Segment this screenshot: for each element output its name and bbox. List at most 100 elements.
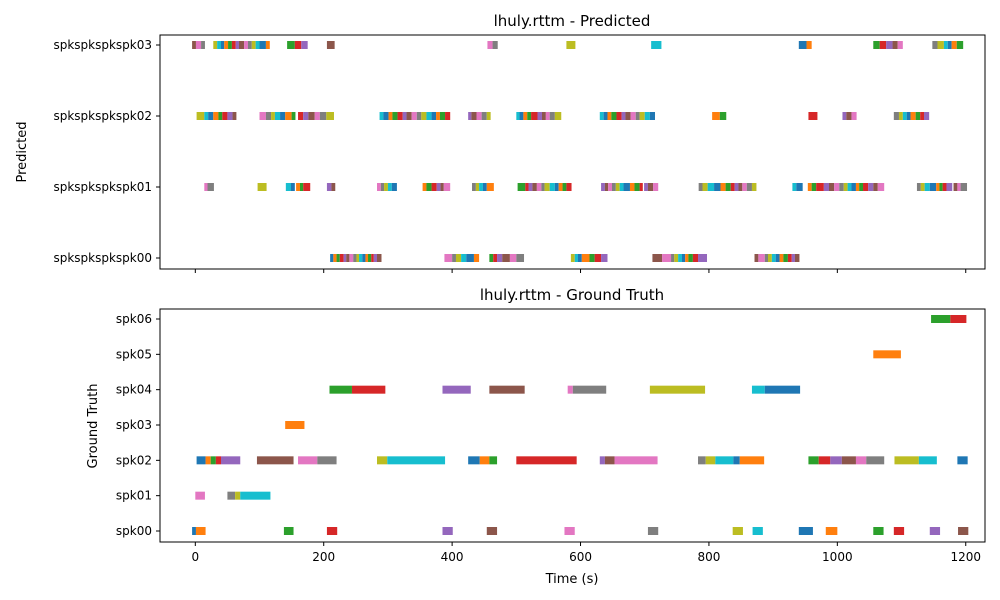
predicted-title: lhuly.rttm - Predicted	[494, 12, 651, 30]
pred-segment-spkspkspkspk01-34	[554, 183, 559, 191]
pred-segment-spkspkspkspk01-88	[946, 183, 953, 191]
pred-segment-spkspkspkspk02-2	[208, 112, 214, 120]
pred-segment-spkspkspkspk00-51	[779, 254, 784, 262]
gt-segment-spk02-11	[479, 456, 490, 465]
pred-segment-spkspkspkspk01-0	[204, 183, 208, 191]
pred-segment-spkspkspkspk02-59	[635, 112, 640, 120]
pred-segment-spkspkspkspk01-44	[623, 183, 630, 191]
pred-segment-spkspkspkspk02-76	[924, 112, 930, 120]
pred-segment-spkspkspkspk02-52	[603, 112, 608, 120]
gt-xtick-label-200: 200	[312, 550, 335, 564]
pred-segment-spkspkspkspk00-16	[444, 254, 453, 262]
pred-segment-spkspkspkspk00-6	[349, 254, 354, 262]
gt-segment-spk04-2	[442, 385, 471, 394]
gt-segment-spk02-21	[739, 456, 765, 465]
pred-segment-spkspkspkspk02-70	[898, 112, 903, 120]
pred-segment-spkspkspkspk03-34	[943, 41, 948, 49]
gt-segment-spk00-7	[647, 527, 659, 535]
gt-segment-spk02-6	[298, 456, 318, 465]
pred-segment-spkspkspkspk00-54	[791, 254, 795, 262]
pred-segment-spkspkspkspk00-40	[681, 254, 686, 262]
pred-segment-spkspkspkspk03-33	[937, 41, 944, 49]
pred-segment-spkspkspkspk01-66	[811, 183, 817, 191]
pred-segment-spkspkspkspk01-61	[746, 183, 752, 191]
pred-segment-spkspkspkspk00-26	[509, 254, 517, 262]
pred-segment-spkspkspkspk03-16	[265, 41, 270, 49]
pred-segment-spkspkspkspk01-29	[532, 183, 537, 191]
pred-segment-spkspkspkspk01-5	[296, 183, 300, 191]
pred-segment-spkspkspkspk01-57	[730, 183, 735, 191]
pred-segment-spkspkspkspk02-33	[436, 112, 440, 120]
pred-segment-spkspkspkspk00-12	[368, 254, 372, 262]
pred-segment-spkspkspkspk00-1	[333, 254, 337, 262]
pred-segment-spkspkspkspk00-55	[794, 254, 800, 262]
pred-segment-spkspkspkspk02-22	[383, 112, 389, 120]
gt-xtick-label-0: 0	[191, 550, 199, 564]
ground-truth-y-ticks: spk00 spk01 spk02 spk03 spk04 spk05 spk06	[116, 312, 160, 538]
pred-segment-spkspkspkspk01-39	[604, 183, 609, 191]
pred-segment-spkspkspkspk01-7	[303, 183, 311, 191]
pred-ytick-label-spkspkspkspk01: spkspkspkspk01	[53, 180, 152, 194]
pred-segment-spkspkspkspk02-53	[607, 112, 612, 120]
pred-segment-spkspkspkspk01-59	[738, 183, 743, 191]
pred-segment-spkspkspkspk03-4	[217, 41, 221, 49]
pred-segment-spkspkspkspk02-43	[523, 112, 528, 120]
pred-segment-spkspkspkspk02-73	[910, 112, 916, 120]
pred-segment-spkspkspkspk01-83	[924, 183, 930, 191]
pred-segment-spkspkspkspk03-37	[956, 41, 964, 49]
gt-segment-spk02-17	[698, 456, 706, 465]
pred-segment-spkspkspkspk00-49	[771, 254, 776, 262]
pred-segment-spkspkspkspk01-90	[957, 183, 961, 191]
pred-segment-spkspkspkspk02-49	[549, 112, 555, 120]
pred-segment-spkspkspkspk02-4	[218, 112, 223, 120]
pred-segment-spkspkspkspk01-68	[823, 183, 829, 191]
gt-segment-spk00-4	[442, 527, 453, 535]
ground-truth-ylabel: Ground Truth	[86, 384, 101, 469]
ground-truth-x-ticks: 0 200 400 600 800 1000 1200	[191, 542, 981, 564]
gt-segment-spk04-4	[567, 385, 573, 394]
pred-segment-spkspkspkspk02-3	[213, 112, 219, 120]
pred-segment-spkspkspkspk00-3	[339, 254, 344, 262]
pred-segment-spkspkspkspk02-51	[599, 112, 604, 120]
pred-segment-spkspkspkspk02-23	[388, 112, 393, 120]
pred-segment-spkspkspkspk02-0	[196, 112, 205, 120]
pred-segment-spkspkspkspk01-1	[207, 183, 214, 191]
gt-segment-spk00-10	[798, 527, 813, 535]
pred-segment-spkspkspkspk01-84	[929, 183, 937, 191]
pred-segment-spkspkspkspk01-33	[549, 183, 555, 191]
pred-segment-spkspkspkspk01-71	[839, 183, 844, 191]
pred-segment-spkspkspkspk01-51	[698, 183, 703, 191]
pred-segment-spkspkspkspk00-4	[343, 254, 347, 262]
pred-segment-spkspkspkspk02-57	[625, 112, 631, 120]
pred-segment-spkspkspkspk02-36	[468, 112, 472, 120]
pred-segment-spkspkspkspk01-35	[558, 183, 563, 191]
pred-segment-spkspkspkspk00-22	[489, 254, 494, 262]
pred-segment-spkspkspkspk02-9	[265, 112, 272, 120]
pred-segment-spkspkspkspk01-43	[619, 183, 624, 191]
gt-segment-spk02-8	[377, 456, 388, 465]
pred-segment-spkspkspkspk01-91	[960, 183, 968, 191]
pred-segment-spkspkspkspk01-76	[859, 183, 864, 191]
pred-segment-spkspkspkspk01-11	[380, 183, 385, 191]
pred-segment-spkspkspkspk02-30	[421, 112, 427, 120]
pred-segment-spkspkspkspk02-32	[431, 112, 437, 120]
pred-segment-spkspkspkspk03-28	[879, 41, 887, 49]
pred-segment-spkspkspkspk02-11	[274, 112, 281, 120]
pred-segment-spkspkspkspk01-20	[443, 183, 451, 191]
gt-segment-spk02-9	[387, 456, 446, 465]
pred-segment-spkspkspkspk01-37	[566, 183, 572, 191]
pred-segment-spkspkspkspk01-53	[707, 183, 715, 191]
pred-segment-spkspkspkspk01-26	[517, 183, 526, 191]
gt-segment-spk00-6	[564, 527, 575, 535]
gt-ytick-label-spk03: spk03	[116, 418, 152, 432]
pred-segment-spkspkspkspk02-50	[554, 112, 562, 120]
ground-truth-axes-frame	[159, 308, 986, 543]
gt-segment-spk00-15	[958, 527, 969, 535]
ground-truth-segments	[192, 315, 969, 535]
pred-ytick-label-spkspkspkspk02: spkspkspkspk02	[53, 109, 152, 123]
pred-segment-spkspkspkspk01-38	[601, 183, 605, 191]
pred-segment-spkspkspkspk00-24	[497, 254, 503, 262]
pred-segment-spkspkspkspk01-25	[486, 183, 494, 191]
gt-xtick-label-400: 400	[441, 550, 464, 564]
gt-segment-spk02-7	[317, 456, 337, 465]
